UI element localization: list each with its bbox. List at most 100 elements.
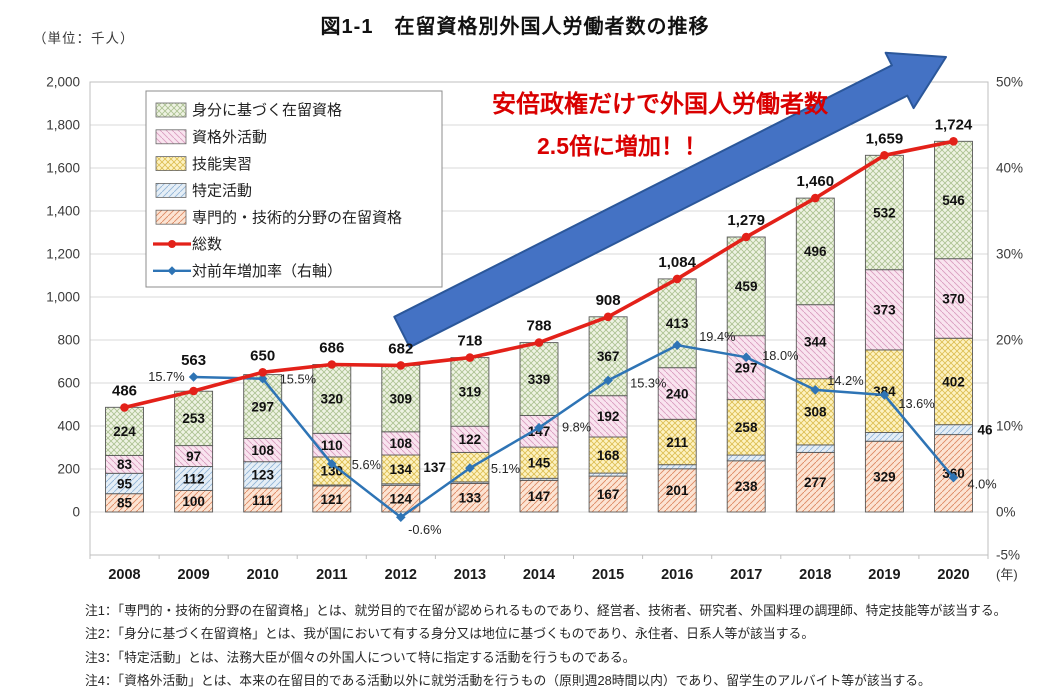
svg-text:20%: 20% bbox=[996, 333, 1023, 348]
svg-text:5.6%: 5.6% bbox=[352, 457, 381, 472]
bar-2010: 111 123 108 297 bbox=[243, 374, 283, 513]
growth-marker bbox=[948, 472, 959, 483]
svg-text:134: 134 bbox=[390, 462, 413, 477]
svg-text:297: 297 bbox=[735, 360, 758, 375]
svg-text:14.2%: 14.2% bbox=[827, 373, 863, 388]
svg-text:9.8%: 9.8% bbox=[562, 420, 591, 435]
svg-text:2016: 2016 bbox=[661, 567, 693, 583]
legend-label: 総数 bbox=[192, 236, 222, 253]
growth-marker bbox=[741, 352, 751, 362]
growth-marker bbox=[810, 385, 821, 395]
segment-s0-2015 bbox=[588, 475, 628, 513]
svg-text:2013: 2013 bbox=[454, 567, 486, 583]
svg-text:373: 373 bbox=[873, 303, 896, 318]
segment-s2-2015 bbox=[588, 436, 628, 474]
svg-text:15.5%: 15.5% bbox=[280, 372, 316, 387]
svg-text:111: 111 bbox=[252, 493, 274, 508]
bar-2016: 201 211 240 413 bbox=[657, 278, 697, 513]
bar-2017: 238 258 297 459 bbox=[726, 236, 766, 513]
svg-text:137: 137 bbox=[423, 460, 446, 475]
svg-text:1,400: 1,400 bbox=[46, 204, 80, 219]
svg-text:339: 339 bbox=[528, 372, 551, 387]
svg-text:370: 370 bbox=[942, 291, 965, 306]
bar-2008: 85 95 83 224 bbox=[105, 406, 144, 513]
growth-marker bbox=[534, 422, 544, 433]
svg-text:400: 400 bbox=[57, 419, 80, 434]
svg-text:108: 108 bbox=[251, 443, 274, 458]
total-marker bbox=[327, 360, 337, 369]
svg-text:2020: 2020 bbox=[937, 567, 969, 583]
segment-s3-2019 bbox=[864, 269, 904, 351]
svg-text:200: 200 bbox=[57, 462, 80, 477]
segment-s4-2011 bbox=[312, 364, 352, 434]
segment-s4-2009 bbox=[174, 390, 214, 447]
svg-text:413: 413 bbox=[666, 316, 689, 331]
svg-text:110: 110 bbox=[321, 438, 343, 453]
svg-text:(年): (年) bbox=[996, 567, 1018, 582]
upward-trend-arrow bbox=[393, 51, 947, 349]
svg-text:277: 277 bbox=[804, 475, 827, 490]
annotation-line-1: 安倍政権だけで外国人労働者数 bbox=[492, 91, 828, 118]
svg-text:686: 686 bbox=[319, 340, 344, 357]
svg-text:147: 147 bbox=[528, 489, 551, 504]
svg-text:2019: 2019 bbox=[868, 567, 900, 583]
svg-text:133: 133 bbox=[459, 491, 482, 506]
svg-text:1,084: 1,084 bbox=[658, 254, 696, 271]
svg-text:344: 344 bbox=[804, 335, 827, 350]
svg-text:2011: 2011 bbox=[316, 567, 347, 583]
segment-s0-2016 bbox=[657, 468, 697, 513]
legend-label: 資格外活動 bbox=[192, 129, 267, 146]
note-1: 注1：「専門的・技術的分野の在留資格」とは、就労目的で在留が認められるものであり… bbox=[85, 603, 1007, 618]
svg-text:367: 367 bbox=[597, 349, 620, 364]
segment-s4-2020 bbox=[934, 140, 973, 260]
segment-s0-2018 bbox=[795, 451, 835, 513]
legend-swatch bbox=[155, 182, 187, 198]
svg-text:2012: 2012 bbox=[385, 567, 417, 583]
svg-text:1,659: 1,659 bbox=[866, 130, 904, 147]
legend: 身分に基づく在留資格資格外活動技能実習特定活動専門的・技術的分野の在留資格総数対… bbox=[145, 90, 443, 288]
svg-text:2018: 2018 bbox=[799, 567, 831, 583]
svg-text:650: 650 bbox=[250, 347, 275, 364]
svg-text:2,000: 2,000 bbox=[46, 75, 80, 90]
svg-text:2014: 2014 bbox=[523, 567, 555, 583]
svg-text:309: 309 bbox=[390, 391, 413, 406]
svg-text:-0.6%: -0.6% bbox=[408, 522, 441, 537]
svg-text:2010: 2010 bbox=[247, 567, 279, 583]
growth-marker bbox=[465, 463, 475, 473]
svg-text:40%: 40% bbox=[996, 161, 1023, 176]
legend-label: 専門的・技術的分野の在留資格 bbox=[192, 209, 402, 226]
svg-text:788: 788 bbox=[526, 318, 551, 335]
bar-2018: 277 308 344 496 bbox=[795, 197, 835, 513]
segment-s2-2017 bbox=[726, 399, 766, 456]
svg-text:10%: 10% bbox=[996, 419, 1023, 434]
svg-text:97: 97 bbox=[186, 449, 201, 464]
note-2: 注2：「身分に基づく在留資格」とは、我が国において有する身分又は地位に基づくもの… bbox=[85, 626, 815, 642]
svg-text:486: 486 bbox=[112, 383, 137, 400]
total-marker bbox=[534, 338, 544, 347]
total-line: 486 563 650 686 682 718 788 908 1,084 1,279 1,460 1… bbox=[112, 116, 973, 412]
svg-text:402: 402 bbox=[942, 374, 965, 389]
bar-2012: 124 134 108 309 bbox=[381, 364, 421, 513]
svg-text:1,200: 1,200 bbox=[46, 247, 80, 262]
total-marker bbox=[811, 193, 820, 203]
svg-text:320: 320 bbox=[321, 392, 344, 407]
svg-text:95: 95 bbox=[117, 476, 133, 491]
svg-text:211: 211 bbox=[666, 435, 688, 450]
svg-text:1,724: 1,724 bbox=[935, 116, 973, 133]
svg-text:2015: 2015 bbox=[592, 567, 624, 583]
legend-label: 特定活動 bbox=[192, 183, 252, 200]
total-marker bbox=[189, 386, 198, 396]
total-marker bbox=[465, 353, 475, 362]
svg-text:167: 167 bbox=[597, 487, 620, 502]
svg-text:459: 459 bbox=[735, 279, 758, 294]
svg-text:908: 908 bbox=[596, 292, 621, 309]
svg-text:240: 240 bbox=[666, 386, 689, 401]
bar-2020: 36046402370546 bbox=[934, 140, 993, 513]
svg-text:18.0%: 18.0% bbox=[762, 348, 798, 363]
bars: 8595832241001129725311112310829712113011… bbox=[105, 140, 993, 513]
total-marker bbox=[949, 137, 958, 146]
total-marker bbox=[741, 232, 751, 242]
svg-text:108: 108 bbox=[390, 436, 413, 451]
svg-text:1,600: 1,600 bbox=[46, 161, 80, 176]
svg-text:192: 192 bbox=[597, 409, 620, 424]
